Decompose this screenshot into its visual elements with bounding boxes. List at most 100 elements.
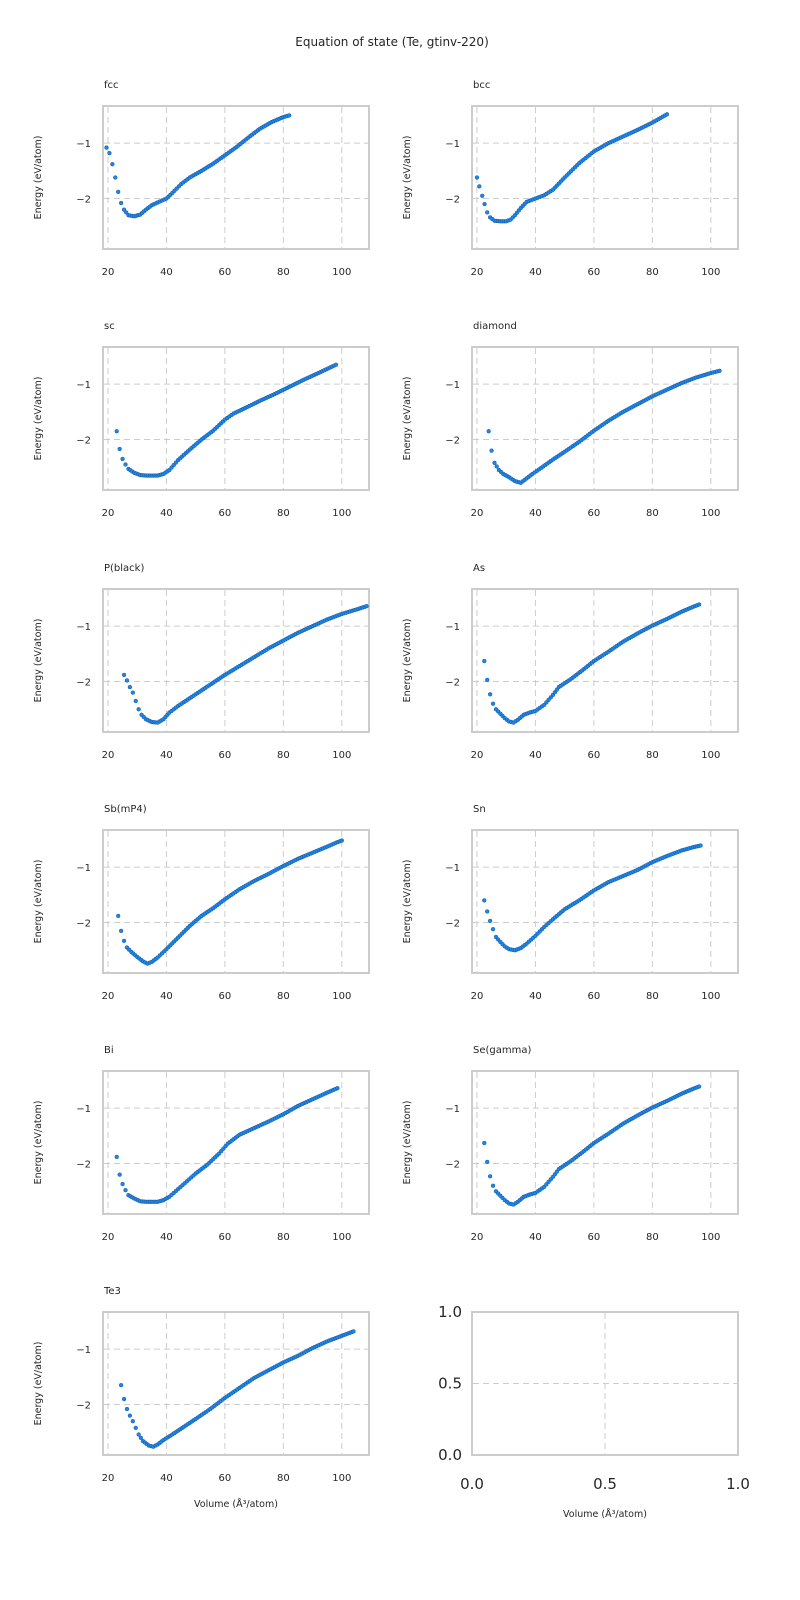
data-point: [107, 150, 112, 156]
x-tick-label: 80: [277, 750, 290, 761]
data-point: [335, 1086, 340, 1091]
axes-border: [102, 1311, 370, 1456]
x-tick-label: 0.5: [593, 1475, 617, 1493]
axes-frame: [102, 1311, 370, 1456]
data-point: [485, 909, 490, 914]
y-tick-label: 0.0: [438, 1446, 462, 1464]
x-tick-label: 100: [701, 1232, 720, 1243]
panel-empty: 0.0 0.5 1.0 1.0 0.5 0.0 Volume (Å³/atom): [438, 1303, 750, 1520]
panel-title: Sn: [473, 804, 486, 815]
data-point: [127, 1413, 133, 1418]
axes-frame: [471, 105, 739, 250]
x-tick-label: 80: [277, 1473, 290, 1484]
panel-sb-mp4: Sb(mP4) 20 40 60 80 100 −1 −2 Energy (eV/atom): [33, 804, 370, 1002]
x-tick-label: 80: [277, 991, 290, 1002]
panel-p-black: P(black) 20 40 60 80 100 −1 −2 Energy (eV/atom): [33, 563, 370, 761]
y-axis-label: Energy (eV/atom): [33, 1342, 44, 1426]
x-tick-label: 60: [219, 991, 232, 1002]
data-point: [118, 1383, 124, 1388]
data-point: [482, 201, 487, 207]
y-tick-label: −2: [445, 1160, 460, 1171]
x-tick-label: 20: [102, 508, 115, 519]
x-tick-label: 20: [471, 267, 484, 278]
data-point: [113, 175, 118, 180]
data-point: [120, 1181, 125, 1187]
x-tick-label: 80: [646, 750, 659, 761]
data-point: [124, 210, 129, 215]
y-axis-label: Energy (eV/atom): [33, 1101, 44, 1185]
y-tick-label: −2: [76, 436, 91, 447]
x-tick-label: 60: [219, 508, 232, 519]
data-point: [494, 464, 499, 469]
data-point: [480, 193, 485, 198]
y-tick-label: −2: [445, 195, 460, 206]
data-point: [130, 690, 135, 695]
y-tick-label: −1: [445, 1104, 460, 1115]
scatter-points: [486, 368, 722, 485]
figure-title: Equation of state (Te, gtinv-220): [295, 35, 489, 49]
y-axis-label: Energy (eV/atom): [402, 619, 413, 703]
x-tick-label: 20: [102, 1473, 115, 1484]
y-tick-label: −2: [76, 195, 91, 206]
data-point: [104, 145, 109, 150]
data-point: [121, 1396, 127, 1402]
panel-title: Se(gamma): [473, 1045, 531, 1056]
scatter-points: [482, 843, 703, 953]
y-tick-label: −1: [445, 139, 460, 150]
y-tick-label: −1: [445, 380, 460, 391]
x-tick-label: 80: [277, 508, 290, 519]
x-tick-label: 100: [332, 1473, 351, 1484]
data-point: [124, 678, 130, 683]
y-tick-label: −1: [445, 622, 460, 633]
axes-border: [102, 829, 370, 974]
x-tick-label: 40: [160, 267, 173, 278]
data-point: [486, 429, 491, 434]
y-tick-label: −1: [76, 863, 91, 874]
data-point: [482, 658, 487, 664]
axes-frame: [471, 588, 739, 733]
data-point: [474, 175, 480, 180]
data-point: [482, 898, 487, 903]
panel-title: bcc: [473, 80, 490, 91]
x-tick-label: 20: [471, 1232, 484, 1243]
y-axis-label: Energy (eV/atom): [402, 377, 413, 461]
panel-title: sc: [104, 321, 115, 332]
scatter-points: [474, 112, 670, 224]
data-point: [116, 189, 121, 195]
panel-title: diamond: [473, 321, 517, 332]
x-tick-label: 1.0: [726, 1475, 750, 1493]
x-tick-label: 20: [471, 750, 484, 761]
x-tick-label: 60: [588, 267, 601, 278]
scatter-points: [482, 1084, 702, 1207]
axes-border: [471, 105, 739, 250]
scatter-points: [116, 838, 344, 966]
data-point: [138, 1435, 144, 1440]
panel-sc: sc 20 40 60 80 100 −1 −2 Energy (eV/atom): [33, 321, 370, 519]
panel-se-gamma: Se(gamma) 20 40 60 80 100 −1 −2 Energy (eV/atom): [402, 1045, 739, 1243]
data-point: [118, 200, 124, 206]
panel-te3: Te3 20 40 60 80 100 −1 −2 Energy (eV/atom) Volume…: [33, 1286, 370, 1510]
x-tick-label: 60: [588, 508, 601, 519]
panel-diamond: diamond 20 40 60 80 100 −1 −2 Energy (eV/atom): [402, 321, 739, 519]
data-point: [110, 162, 115, 167]
y-axis-label: Energy (eV/atom): [33, 136, 44, 220]
data-point: [696, 602, 702, 607]
axes-border: [102, 346, 370, 491]
data-point: [489, 448, 494, 453]
data-point: [485, 1159, 490, 1165]
x-tick-label: 100: [332, 508, 351, 519]
data-point: [121, 938, 127, 943]
axes-frame: [102, 105, 370, 250]
y-tick-label: −2: [445, 436, 460, 447]
data-point: [492, 460, 497, 465]
panel-title: fcc: [104, 80, 119, 91]
x-tick-label: 100: [701, 750, 720, 761]
data-point: [490, 1183, 496, 1188]
data-point: [117, 446, 122, 452]
panels: fcc 20 40 60 80 100 −1 −2 Energy (eV/atom) bcc 20 4…: [33, 80, 750, 1520]
y-tick-label: 0.5: [438, 1375, 462, 1393]
x-tick-label: 60: [219, 267, 232, 278]
data-point: [120, 456, 125, 462]
panel-bi: Bi 20 40 60 80 100 −1 −2 Energy (eV/atom): [33, 1045, 370, 1243]
